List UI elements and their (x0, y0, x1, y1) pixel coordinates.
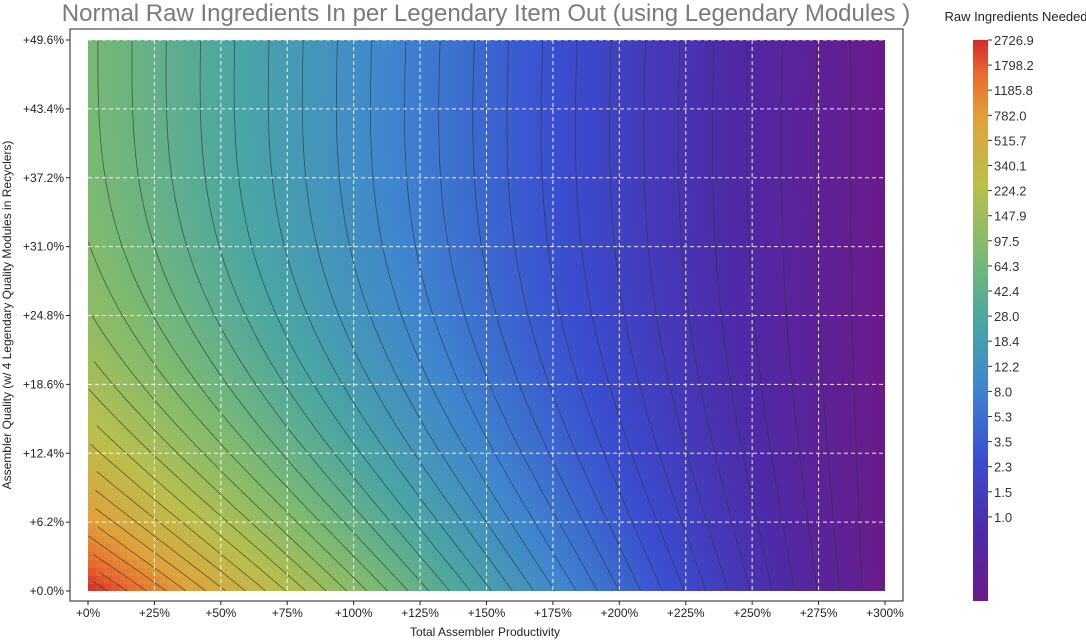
y-tick-label: +24.8% (23, 309, 64, 323)
colorbar-tick-label: 2.3 (994, 460, 1012, 475)
x-tick-label: +25% (139, 606, 170, 620)
contour-line (677, 40, 751, 591)
y-tick-label: +18.6% (23, 377, 64, 391)
x-tick-label: +175% (534, 606, 572, 620)
contour-line (99, 572, 128, 591)
colorbar-tick-label: 97.5 (994, 234, 1019, 249)
contour-line (97, 526, 187, 591)
colorbar-tick-label: 3.5 (994, 435, 1012, 450)
colorbar-tick-label: 1.5 (994, 485, 1012, 500)
y-tick-label: +49.6% (23, 33, 64, 47)
contour-line (370, 40, 556, 591)
contour-line (233, 40, 471, 591)
contour-line (94, 489, 226, 591)
y-tick-label: +0.0% (30, 584, 65, 598)
colorbar-tick-label: 1.0 (994, 510, 1012, 525)
colorbar-tick-label: 18.4 (994, 334, 1019, 349)
colorbar-tick-label: 224.2 (994, 184, 1027, 199)
x-tick-label: +125% (401, 606, 439, 620)
x-tick-label: +225% (667, 606, 705, 620)
x-tick-label: +50% (205, 606, 236, 620)
colorbar-ticks: 2726.9 1798.2 1185.8 782.0 515.7 340.1 224.2 14… (988, 33, 1034, 525)
colorbar-title: Raw Ingredients Needed (944, 9, 1086, 24)
colorbar-tick-label: 12.2 (994, 359, 1019, 374)
x-axis-ticks: +0% +25% +50% +75% +100% +125% +150% +175% +200%… (76, 601, 904, 620)
contour-line (90, 443, 266, 591)
grid-lines (88, 39, 885, 591)
x-tick-label: +250% (733, 606, 771, 620)
x-tick-label: +0% (76, 606, 101, 620)
y-tick-label: +31.0% (23, 240, 64, 254)
colorbar-tick-label: 147.9 (994, 209, 1027, 224)
colorbar-tick-label: 8.0 (994, 384, 1012, 399)
heatmap-surface (88, 40, 885, 591)
contour-line (93, 581, 108, 591)
y-tick-label: +43.4% (23, 102, 64, 116)
contour-line (301, 40, 513, 591)
y-tick-label: +37.2% (23, 171, 64, 185)
colorbar-tick-label: 64.3 (994, 259, 1019, 274)
y-axis-label: Assembler Quality (w/ 4 Legendary Qualit… (0, 141, 14, 490)
colorbar (973, 40, 988, 601)
colorbar-tick-label: 515.7 (994, 133, 1027, 148)
x-axis-label: Total Assembler Productivity (410, 625, 560, 639)
contour-line (88, 535, 167, 591)
contour-line (88, 241, 368, 591)
colorbar-tick-label: 340.1 (994, 159, 1027, 174)
colorbar-tick-label: 28.0 (994, 309, 1019, 324)
contour-line (506, 40, 642, 591)
colorbar-tick-label: 5.3 (994, 410, 1012, 425)
contour-line (609, 40, 707, 591)
y-axis-ticks: +0.0% +6.2% +12.4% +18.6% +24.8% +31.0% +37.2%… (23, 33, 70, 598)
colorbar-tick-label: 1798.2 (994, 58, 1034, 73)
contour-line (781, 40, 818, 591)
colorbar-tick-label: 1185.8 (994, 83, 1033, 98)
contour-line (131, 40, 409, 591)
x-tick-label: +200% (600, 606, 638, 620)
x-tick-label: +300% (866, 606, 904, 620)
contour-line (95, 508, 207, 591)
contour-line (438, 40, 598, 591)
x-tick-label: +150% (468, 606, 506, 620)
contour-line (96, 471, 246, 591)
colorbar-tick-label: 782.0 (994, 108, 1027, 123)
y-tick-label: +12.4% (23, 446, 64, 460)
contour-line (93, 553, 147, 591)
y-tick-label: +6.2% (30, 515, 65, 529)
chart-title: Normal Raw Ingredients In per Legendary … (62, 0, 910, 27)
x-tick-label: +275% (800, 606, 838, 620)
colorbar-tick-label: 42.4 (994, 284, 1019, 299)
contour-line (93, 361, 327, 591)
x-tick-label: +75% (272, 606, 303, 620)
colorbar-tick-label: 2726.9 (994, 33, 1034, 48)
x-tick-label: +100% (335, 606, 373, 620)
contour-line (88, 388, 307, 591)
